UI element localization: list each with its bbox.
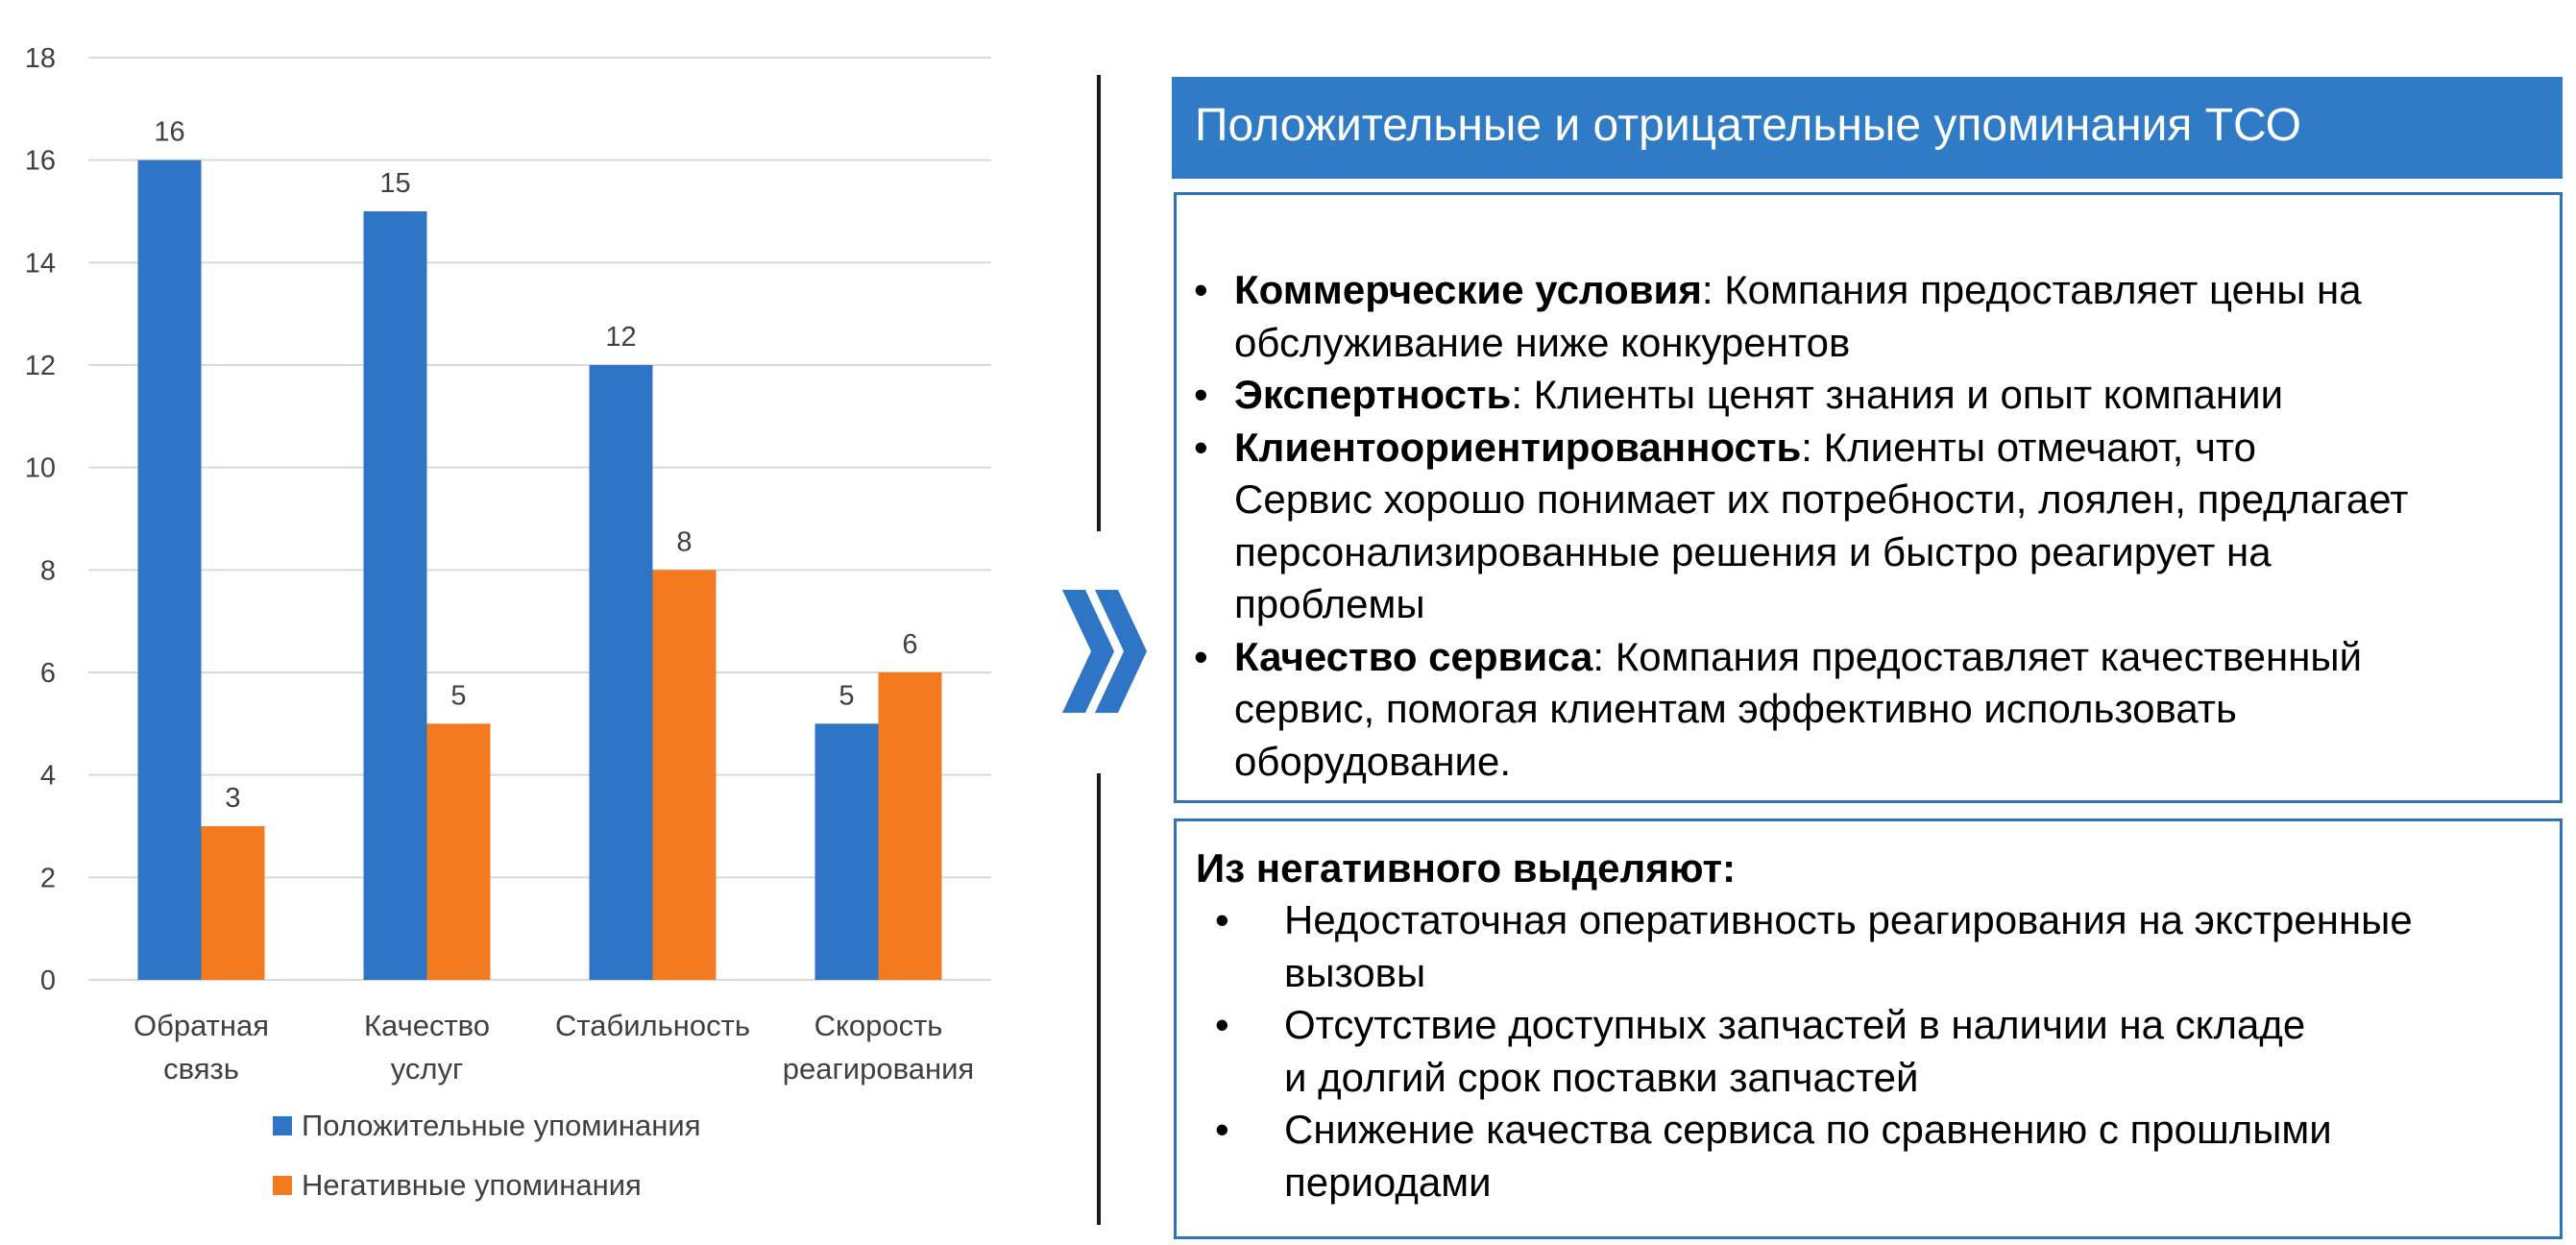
category-label: Стабильность: [555, 1009, 750, 1042]
bar: [814, 723, 879, 980]
legend-label: Положительные упоминания: [302, 1109, 701, 1142]
negative-list: Недостаточная оперативность реагирования…: [1196, 894, 2540, 1208]
legend-label: Негативные упоминания: [302, 1168, 642, 1202]
y-tick-label: 6: [40, 658, 56, 689]
positive-list: Коммерческие условия: Компания предостав…: [1194, 264, 2540, 789]
bar-chart: 0 2 4 6 8 10 12 14 16 18 16 3 15 5 12 8 5 6 Обратная связ…: [25, 43, 991, 1202]
y-tick-label: 0: [40, 965, 56, 996]
legend-swatch: [273, 1116, 292, 1135]
data-label: 12: [605, 322, 636, 353]
y-tick-label: 12: [25, 351, 56, 381]
y-tick-label: 16: [25, 146, 56, 177]
positive-mentions-box: Коммерческие условия: Компания предостав…: [1174, 192, 2563, 803]
legend-swatch: [273, 1176, 292, 1195]
list-item: Снижение качества сервиса по сравнению с…: [1215, 1104, 2540, 1208]
bars: [137, 159, 942, 980]
y-axis-tick-labels: 0 2 4 6 8 10 12 14 16 18: [25, 43, 56, 996]
y-tick-label: 18: [25, 43, 56, 74]
category-label: услуг: [391, 1052, 464, 1086]
data-label: 16: [154, 117, 184, 148]
y-tick-label: 14: [25, 248, 56, 279]
data-label: 6: [902, 629, 917, 660]
category-label: связь: [163, 1052, 239, 1086]
panel-title: Положительные и отрицательные упоминания…: [1172, 77, 2563, 179]
bar: [878, 672, 942, 980]
double-chevron-right-icon: [1062, 590, 1147, 713]
list-item: Клиентоориентированность: Клиенты отмеча…: [1194, 422, 2540, 631]
y-tick-label: 8: [40, 555, 56, 586]
divider-bottom: [1097, 773, 1101, 1225]
data-label: 8: [676, 526, 692, 557]
bar: [589, 365, 653, 980]
bar: [426, 723, 491, 980]
category-label: Качество: [364, 1009, 490, 1042]
negative-heading: Из негативного выделяют:: [1196, 845, 1737, 891]
negative-mentions-box: Из негативного выделяют: Недостаточная о…: [1174, 818, 2563, 1239]
data-label: 5: [838, 680, 854, 711]
bar: [652, 570, 717, 980]
category-labels: Обратная связь Качество услуг Стабильность Ск…: [134, 1009, 974, 1086]
y-tick-label: 2: [40, 863, 56, 893]
value-labels: 16 3 15 5 12 8 5 6: [154, 117, 917, 814]
category-label: реагирования: [783, 1052, 974, 1086]
list-item: Качество сервиса: Компания предоставляет…: [1194, 631, 2540, 789]
bar: [137, 159, 202, 980]
category-label: Обратная: [134, 1009, 269, 1042]
list-item: Экспертность: Клиенты ценят знания и опы…: [1194, 369, 2540, 422]
divider-top: [1097, 75, 1101, 531]
y-tick-label: 10: [25, 453, 56, 484]
data-label: 15: [379, 168, 410, 199]
bar: [363, 211, 427, 980]
category-label: Скорость: [814, 1009, 943, 1042]
list-item: Недостаточная оперативность реагирования…: [1215, 894, 2540, 999]
list-item: Коммерческие условия: Компания предостав…: [1194, 264, 2540, 369]
data-label: 3: [225, 783, 240, 814]
bar: [201, 826, 265, 980]
data-label: 5: [450, 680, 466, 711]
list-item: Отсутствие доступных запчастей в наличии…: [1215, 999, 2540, 1104]
legend: Положительные упоминания Негативные упоми…: [273, 1109, 701, 1202]
y-tick-label: 4: [40, 761, 56, 792]
